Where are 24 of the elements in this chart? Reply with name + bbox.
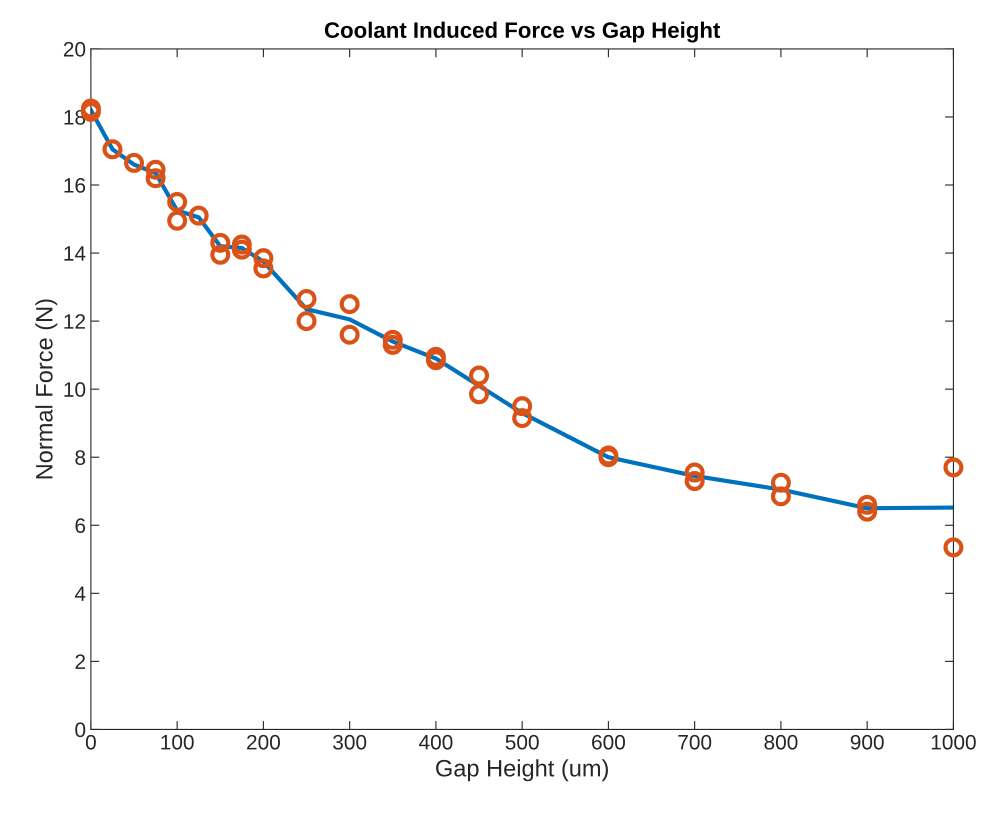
x-tick-label: 200 — [247, 734, 280, 750]
y-tick-label: 4 — [74, 586, 86, 601]
x-tick-label: 300 — [333, 734, 366, 750]
y-tick-label: 6 — [76, 518, 86, 534]
y-tick-label: 20 — [64, 42, 86, 57]
x-tick-label: 600 — [592, 734, 625, 750]
y-tick-label: 8 — [75, 450, 86, 465]
x-tick-label: 500 — [506, 734, 539, 750]
x-tick-label: 100 — [161, 734, 194, 750]
y-tick-label: 12 — [64, 314, 85, 329]
x-tick-label: 1000 — [932, 734, 976, 750]
y-axis-title: Normal Force (N) — [35, 299, 58, 478]
y-tick-label: 10 — [64, 382, 86, 397]
x-tick-label: 400 — [419, 734, 452, 750]
y-tick-label: 16 — [64, 178, 86, 193]
y-tick-label: 0 — [75, 722, 86, 738]
x-tick-label: 0 — [86, 734, 96, 750]
y-tick-label: 14 — [64, 246, 86, 261]
x-axis-title: Gap Height (um) — [436, 759, 608, 782]
x-tick-label: 900 — [850, 734, 884, 750]
x-tick-label: 800 — [764, 734, 798, 750]
chart-title: Coolant Induced Force vs Gap Height — [324, 22, 720, 42]
x-tick-label: 700 — [678, 734, 712, 750]
y-tick-label: 2 — [76, 654, 85, 669]
